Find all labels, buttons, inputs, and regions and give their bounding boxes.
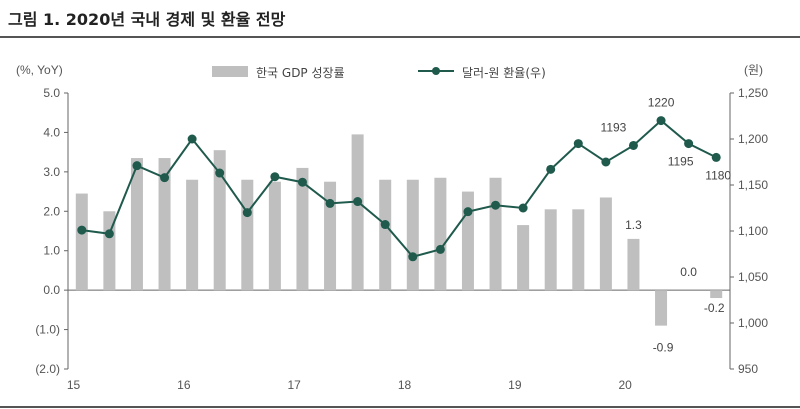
chart-legend: 한국 GDP 성장률 달러-원 환율(우) [212,66,546,80]
x-tick-label: 15 [67,378,81,392]
fx-point [408,252,418,262]
fx-point [711,152,721,162]
fx-point [270,172,280,182]
x-tick-label: 20 [619,378,633,392]
gdp-bar [461,191,474,291]
fx-line-path [81,119,717,258]
fx-point [160,173,170,183]
legend-label-fx: 달러-원 환율(우) [462,66,546,80]
right-tick-label: 1,250 [738,86,768,100]
gdp-bar [406,179,419,291]
right-axis-unit: (원) [744,63,763,77]
fx-point [242,208,252,218]
right-tick-label: 1,100 [738,224,768,238]
data-label: 1.3 [625,218,642,232]
bottom-divider [0,406,800,408]
left-tick-label: 4.0 [43,125,60,139]
fx-point [491,200,501,210]
gdp-bar [324,181,337,291]
gdp-bar [379,179,392,291]
data-label: 1220 [648,96,675,110]
fx-point [353,197,363,207]
gdp-bar [158,158,171,291]
fx-line [77,116,721,262]
gdp-bar [627,238,640,291]
gdp-bar [75,193,88,291]
left-tick-label: 2.0 [43,204,60,218]
x-tick-label: 19 [508,378,522,392]
gdp-bar [489,177,502,291]
data-label: 1195 [668,155,694,169]
gdp-bar [517,225,530,291]
data-label: 1180 [705,168,731,182]
gdp-bar [186,179,199,291]
gdp-bar [710,290,723,299]
fx-point [325,198,335,208]
fx-point [546,164,556,174]
fx-point [518,203,528,213]
left-tick-label: (2.0) [35,362,60,376]
gdp-bar [213,150,226,291]
x-tick-label: 18 [398,378,412,392]
legend-label-gdp: 한국 GDP 성장률 [256,66,345,80]
fx-point [628,140,638,150]
gdp-bar [599,197,612,291]
fx-point [656,116,666,126]
gdp-bar [241,179,254,291]
fx-point [601,157,611,167]
left-tick-label: 3.0 [43,165,60,179]
gdp-bar [296,167,309,291]
legend-marker-fx [432,67,440,75]
gdp-bar [434,177,447,291]
gdp-bar [268,181,281,291]
right-tick-label: 1,050 [738,270,768,284]
data-label: 0.0 [680,265,697,279]
fx-point [463,207,473,217]
right-tick-label: 1,150 [738,178,768,192]
gdp-bar [655,290,668,326]
fx-point [132,161,142,171]
fx-point [380,220,390,230]
right-tick-label: 1,000 [738,316,768,330]
left-tick-label: 1.0 [43,244,60,258]
x-tick-label: 17 [288,378,302,392]
x-tick-label: 16 [177,378,191,392]
left-axis-unit: (%, YoY) [16,63,63,77]
left-tick-label: 0.0 [43,283,60,297]
fx-point [573,139,583,149]
fx-point [215,168,225,178]
fx-point [297,177,307,187]
gdp-bar [544,209,557,291]
fx-point [435,244,445,254]
gdp-bar [572,209,585,291]
left-tick-label: (1.0) [35,323,60,337]
data-labels: 1.3 -0.9 0.0 -0.2 1193 1220 1195 1180 [601,96,732,355]
data-label: 1193 [601,120,627,134]
fx-point [104,229,114,239]
left-tick-label: 5.0 [43,86,60,100]
fx-point [77,225,87,235]
chart-title: 그림 1. 2020년 국내 경제 및 환율 전망 [8,10,286,29]
data-label: -0.2 [704,301,725,315]
fx-point [187,134,197,144]
gdp-bar [351,134,364,291]
fx-point [684,139,694,149]
legend-swatch-gdp [212,66,248,77]
title-divider [0,36,800,38]
right-tick-label: 950 [738,362,758,376]
data-label: -0.9 [653,341,674,355]
right-tick-label: 1,200 [738,132,768,146]
gdp-bar [130,158,143,291]
chart-axes: 5.0 4.0 3.0 2.0 1.0 0.0 (1.0) (2.0) 1,250 1,200 1,… [16,63,768,392]
